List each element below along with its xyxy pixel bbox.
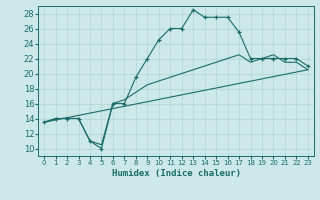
X-axis label: Humidex (Indice chaleur): Humidex (Indice chaleur)	[111, 169, 241, 178]
